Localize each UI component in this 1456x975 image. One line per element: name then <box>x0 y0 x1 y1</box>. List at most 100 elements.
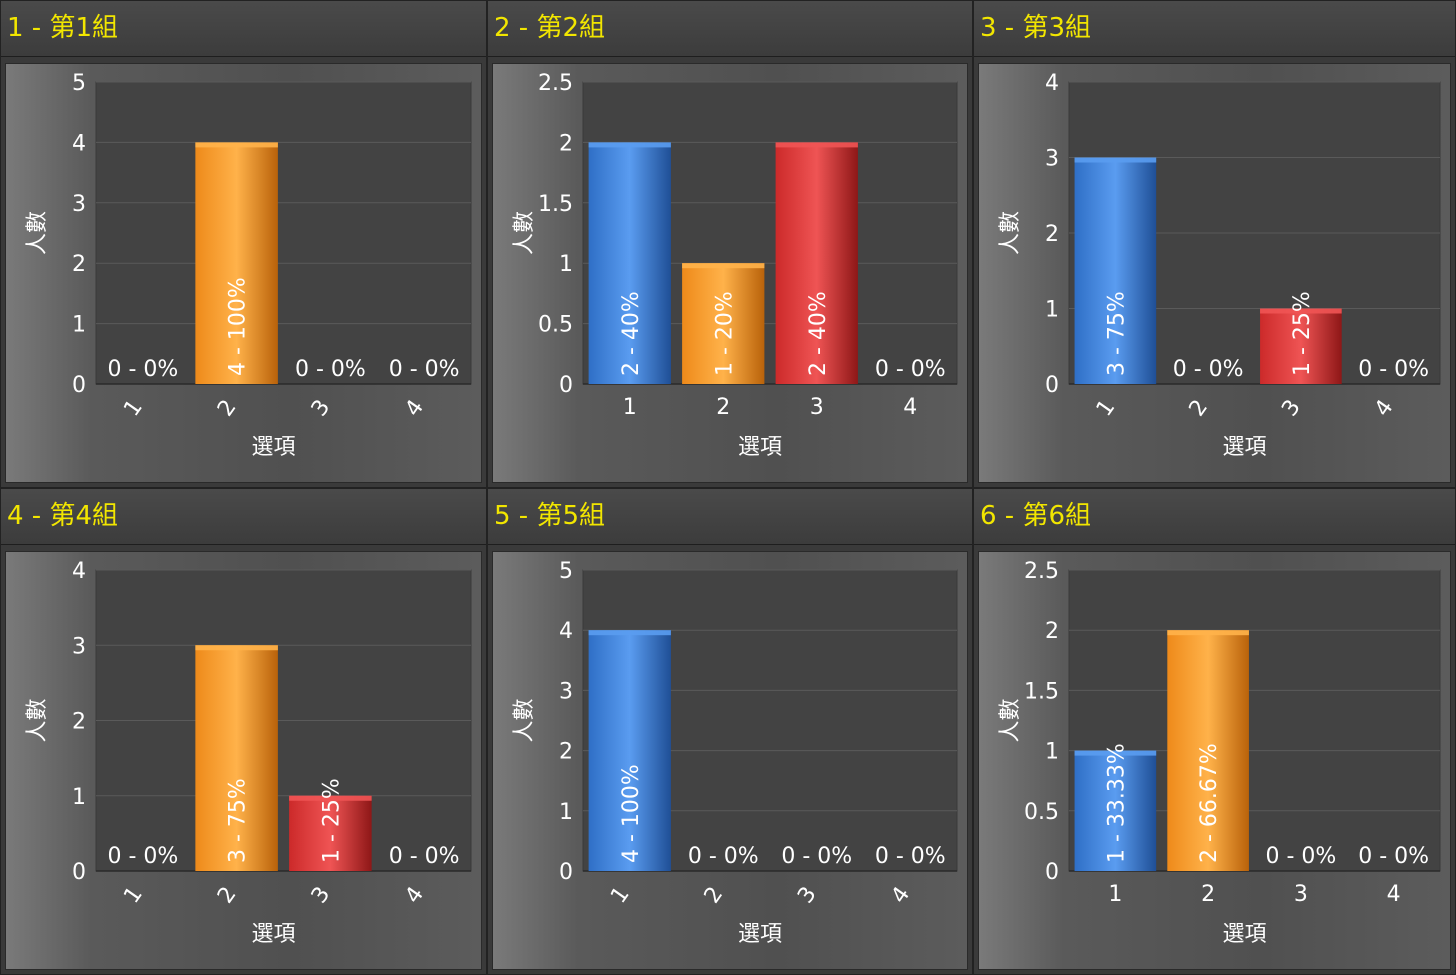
bar-data-label: 0 - 0% <box>107 357 178 382</box>
y-tick-label: 2 <box>559 740 573 765</box>
panel-title: 3 - 第3組 <box>980 13 1091 43</box>
y-tick-label: 0 <box>559 860 573 885</box>
y-tick-label: 0 <box>1045 373 1059 398</box>
bar <box>1074 157 1157 384</box>
panel-header: 4 - 第4組 <box>1 489 486 545</box>
x-tick-label: 3 <box>1277 395 1306 421</box>
x-tick-label: 4 <box>401 882 430 908</box>
chart-panel-1: 1 - 第1組 0 1 2 3 4 5 人數 0 - 0% 1 4 - 100% 2 0 - 0% 3 0… <box>0 0 487 488</box>
chart-panel-2: 2 - 第2組 0 0.5 1 1.5 2 2.5 人數 2 - 40% 1 1 - 20% 2 2 … <box>487 0 973 488</box>
x-tick-label: 2 <box>700 882 729 908</box>
bar-data-label: 0 - 0% <box>688 844 759 869</box>
y-tick-label: 2 <box>1045 222 1059 247</box>
chart-area: 0 1 2 3 4 人數 0 - 0% 1 3 - 75% 2 1 - 25% 3 0 - 0% 4 選項 <box>5 551 482 970</box>
bar <box>1167 630 1249 871</box>
panel-header: 3 - 第3組 <box>974 1 1455 57</box>
bar-data-label: 1 - 33.33% <box>1104 743 1129 863</box>
chart-area: 0 0.5 1 1.5 2 2.5 人數 1 - 33.33% 1 2 - 66.67% 2 0 - … <box>978 551 1451 970</box>
bar <box>1260 308 1342 384</box>
bar-chart: 0 0.5 1 1.5 2 2.5 人數 2 - 40% 1 1 - 20% 2 2 - 40% 3 0 … <box>512 71 958 460</box>
x-tick-label: 4 <box>1387 882 1401 907</box>
bar-data-label: 0 - 0% <box>389 357 460 382</box>
x-tick-label: 2 <box>716 395 730 420</box>
bar-data-label: 0 - 0% <box>107 844 178 869</box>
bar-data-label: 1 - 25% <box>319 778 344 863</box>
x-axis-label: 選項 <box>251 922 295 947</box>
bar-cap <box>1074 750 1157 756</box>
bar-data-label: 0 - 0% <box>781 844 852 869</box>
x-axis-label: 選項 <box>738 922 782 947</box>
y-tick-label: 2 <box>72 710 86 735</box>
y-tick-label: 4 <box>559 619 573 644</box>
chart-panel-4: 4 - 第4組 0 1 2 3 4 人數 0 - 0% 1 3 - 75% 2 1 - 25% 3 0 … <box>0 488 487 975</box>
panel-header: 6 - 第6組 <box>974 489 1455 545</box>
bar-data-label: 0 - 0% <box>875 357 946 382</box>
y-tick-label: 1.5 <box>538 192 573 217</box>
bar-data-label: 2 - 40% <box>619 291 644 376</box>
bar-data-label: 0 - 0% <box>1358 357 1429 382</box>
x-axis-label: 選項 <box>251 435 295 460</box>
x-tick-label: 3 <box>307 395 336 421</box>
y-tick-label: 1 <box>1045 298 1059 323</box>
bar-cap <box>588 630 671 636</box>
bar-data-label: 2 - 40% <box>806 291 831 376</box>
bar-cap <box>289 795 372 801</box>
x-axis-label: 選項 <box>1222 435 1266 460</box>
x-tick-label: 4 <box>887 882 916 908</box>
bar-chart: 0 1 2 3 4 5 人數 4 - 100% 1 0 - 0% 2 0 - 0% 3 0 - 0% 4 選項 <box>512 559 958 947</box>
bar <box>775 142 858 384</box>
bar-data-label: 0 - 0% <box>389 844 460 869</box>
x-tick-label: 2 <box>1201 882 1215 907</box>
y-tick-label: 0 <box>559 373 573 398</box>
bar-data-label: 0 - 0% <box>1265 844 1336 869</box>
chart-area: 0 0.5 1 1.5 2 2.5 人數 2 - 40% 1 1 - 20% 2 2 - 40% 3 0 … <box>492 63 968 483</box>
panel-header: 5 - 第5組 <box>488 489 972 545</box>
bar-cap <box>682 263 765 269</box>
y-tick-label: 0 <box>1045 860 1059 885</box>
x-tick-label: 3 <box>810 395 824 420</box>
panel-title: 4 - 第4組 <box>7 501 118 531</box>
bar <box>195 142 278 384</box>
bar-cap <box>195 142 278 148</box>
y-tick-label: 2 <box>559 131 573 156</box>
bar-cap <box>1167 630 1249 636</box>
x-tick-label: 3 <box>1294 882 1308 907</box>
y-tick-label: 5 <box>559 559 573 584</box>
bar-data-label: 3 - 75% <box>226 778 251 863</box>
y-tick-label: 1.5 <box>1024 679 1059 704</box>
x-tick-label: 4 <box>401 395 430 421</box>
y-axis-label: 人數 <box>25 211 50 255</box>
x-tick-label: 4 <box>1370 395 1399 421</box>
bar <box>682 263 765 384</box>
y-tick-label: 2.5 <box>1024 559 1059 584</box>
x-tick-label: 1 <box>623 395 637 420</box>
y-tick-label: 3 <box>559 679 573 704</box>
chart-area: 0 1 2 3 4 5 人數 4 - 100% 1 0 - 0% 2 0 - 0% 3 0 - 0% 4 選項 <box>492 551 968 970</box>
y-axis-label: 人數 <box>998 211 1023 255</box>
panel-title: 6 - 第6組 <box>980 501 1091 531</box>
y-tick-label: 2 <box>1045 619 1059 644</box>
panel-title: 2 - 第2組 <box>494 13 605 43</box>
y-tick-label: 4 <box>72 131 86 156</box>
bar-chart: 0 0.5 1 1.5 2 2.5 人數 1 - 33.33% 1 2 - 66.67% 2 0 - … <box>998 559 1441 947</box>
bar-data-label: 0 - 0% <box>875 844 946 869</box>
x-tick-label: 4 <box>903 395 917 420</box>
y-tick-label: 4 <box>1045 71 1059 96</box>
y-tick-label: 1 <box>1045 740 1059 765</box>
bar <box>195 645 278 871</box>
chart-panel-6: 6 - 第6組 0 0.5 1 1.5 2 2.5 人數 1 - 33.33% 1 2 - 66.… <box>973 488 1456 975</box>
bar-data-label: 0 - 0% <box>1173 357 1244 382</box>
chart-area: 0 1 2 3 4 人數 3 - 75% 1 0 - 0% 2 1 - 25% 3 0 - 0% 4 選項 <box>978 63 1451 483</box>
y-tick-label: 1 <box>72 785 86 810</box>
bar <box>588 630 671 871</box>
bar-chart: 0 1 2 3 4 人數 0 - 0% 1 3 - 75% 2 1 - 25% 3 0 - 0% 4 選項 <box>25 559 472 947</box>
plot-area <box>95 81 472 385</box>
bar-chart: 0 1 2 3 4 5 人數 0 - 0% 1 4 - 100% 2 0 - 0% 3 0 - 0% 4 選項 <box>25 71 472 460</box>
bar-cap <box>1074 157 1157 163</box>
chart-area: 0 1 2 3 4 5 人數 0 - 0% 1 4 - 100% 2 0 - 0% 3 0 - 0% 4 選項 <box>5 63 482 483</box>
x-tick-label: 2 <box>213 882 242 908</box>
y-tick-label: 4 <box>72 559 86 584</box>
y-tick-label: 2.5 <box>538 71 573 96</box>
chart-panel-3: 3 - 第3組 0 1 2 3 4 人數 3 - 75% 1 0 - 0% 2 1 - 25% 3 0 … <box>973 0 1456 488</box>
